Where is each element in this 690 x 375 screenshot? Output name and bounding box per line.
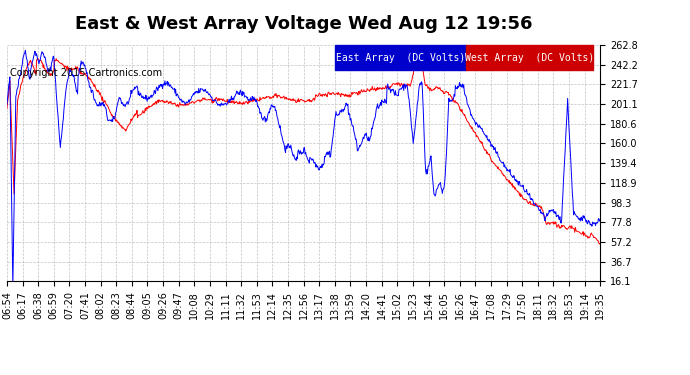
Text: East & West Array Voltage Wed Aug 12 19:56: East & West Array Voltage Wed Aug 12 19:… bbox=[75, 15, 533, 33]
Text: East Array  (DC Volts): East Array (DC Volts) bbox=[335, 53, 465, 63]
Text: Copyright 2015 Cartronics.com: Copyright 2015 Cartronics.com bbox=[10, 68, 162, 78]
Text: West Array  (DC Volts): West Array (DC Volts) bbox=[465, 53, 594, 63]
